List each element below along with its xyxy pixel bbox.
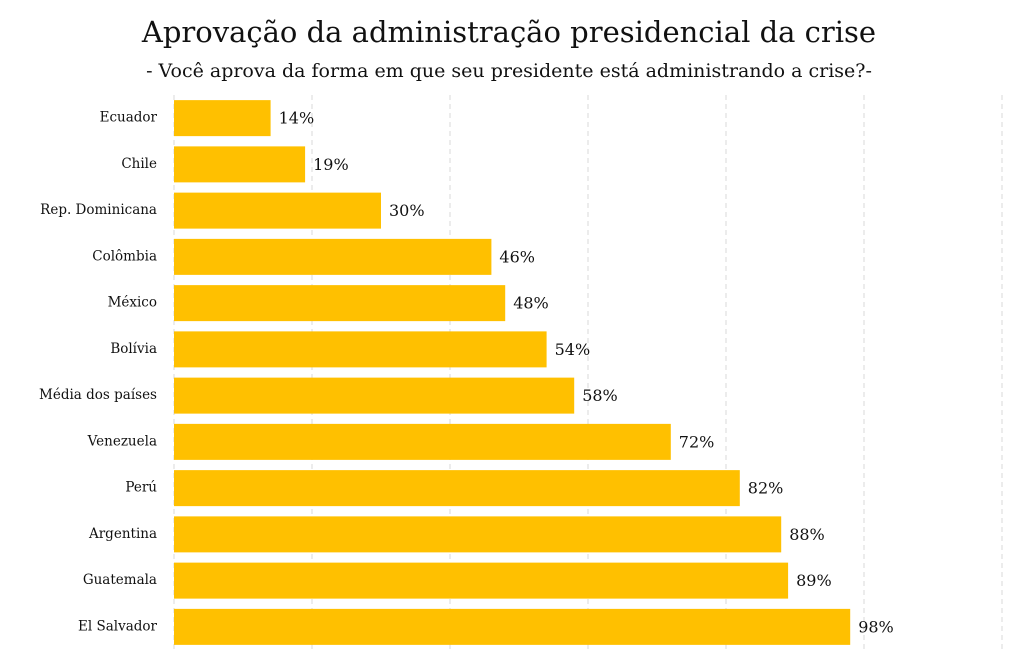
y-tick-label: Rep. Dominicana <box>40 202 157 218</box>
y-tick-label: Venezuela <box>87 433 157 449</box>
data-label: 54% <box>555 340 591 359</box>
data-label: 30% <box>389 201 425 220</box>
bar <box>174 146 306 183</box>
y-tick-label: México <box>108 295 157 311</box>
bar <box>174 331 547 368</box>
bar <box>174 470 740 507</box>
data-label: 98% <box>858 617 894 636</box>
data-label: 82% <box>748 479 784 498</box>
y-tick-label: Colômbia <box>92 248 157 264</box>
data-label: 88% <box>789 525 825 544</box>
bar <box>174 238 492 275</box>
data-label: 89% <box>796 571 832 590</box>
bar <box>174 377 575 414</box>
y-tick-label: Ecuador <box>100 110 158 126</box>
data-label: 72% <box>679 432 715 451</box>
data-label: 58% <box>582 386 618 405</box>
y-tick-label: Chile <box>121 156 157 172</box>
y-tick-label: Perú <box>125 480 157 496</box>
y-tick-label: Média dos países <box>39 387 157 403</box>
y-tick-label: Guatemala <box>83 572 157 588</box>
bar <box>174 100 271 137</box>
y-tick-label: El Salvador <box>78 618 158 634</box>
data-label: 46% <box>499 247 535 266</box>
data-label: 14% <box>279 109 315 128</box>
y-tick-label: Argentina <box>88 526 157 542</box>
bar <box>174 285 506 322</box>
bar <box>174 608 851 645</box>
bar <box>174 516 782 553</box>
y-tick-label: Bolívia <box>110 341 157 357</box>
bar <box>174 423 671 460</box>
chart-title: Aprovação da administração presidencial … <box>141 15 876 49</box>
data-label: 48% <box>513 294 549 313</box>
data-label: 19% <box>313 155 349 174</box>
chart-subtitle: - Você aprova da forma em que seu presid… <box>146 60 872 82</box>
bar <box>174 562 789 599</box>
bar <box>174 192 381 229</box>
